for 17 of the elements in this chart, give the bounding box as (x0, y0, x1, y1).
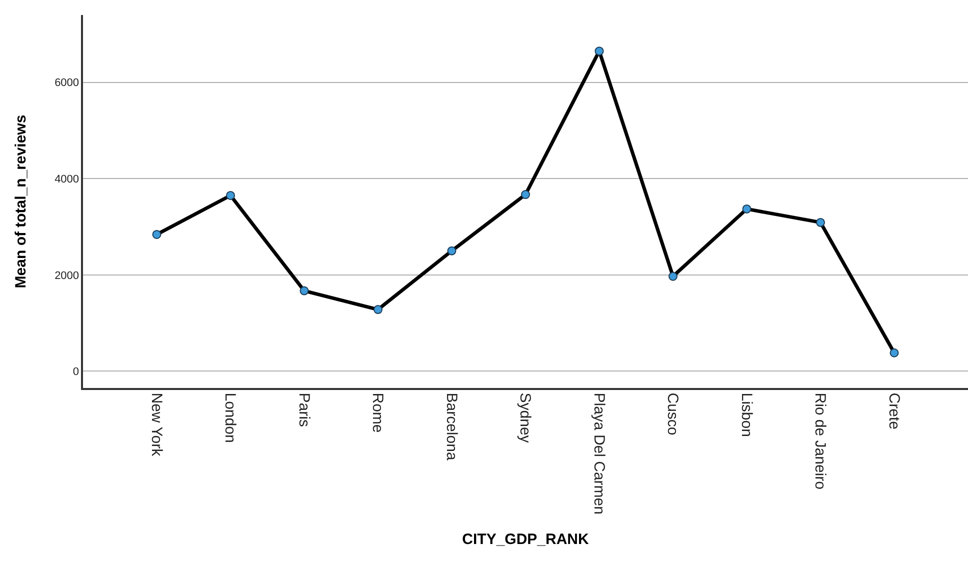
x-axis-title: CITY_GDP_RANK (462, 530, 590, 548)
x-tick-label: New York (148, 392, 165, 457)
x-tick-label: Paris (295, 392, 312, 427)
x-tick-label: Barcelona (442, 392, 460, 461)
x-tick-label: Lisbon (738, 392, 755, 437)
y-tick-label: 0 (72, 366, 80, 378)
x-tick-label: Sydney (516, 392, 534, 444)
x-tick-label: Playa Del Carmen (590, 392, 608, 514)
x-tick-label: London (222, 392, 239, 443)
x-tick-label: Rio de Janeiro (812, 392, 829, 490)
x-tick-label: Rome (369, 392, 386, 433)
y-tick-label: 4000 (54, 173, 80, 186)
y-axis-title: Mean of total_n_reviews (12, 114, 30, 288)
y-tick-label: 2000 (54, 270, 80, 282)
x-tick-label: Cusco (664, 392, 682, 436)
x-tick-label: Crete (885, 392, 902, 430)
y-tick-label: 6000 (54, 77, 80, 90)
